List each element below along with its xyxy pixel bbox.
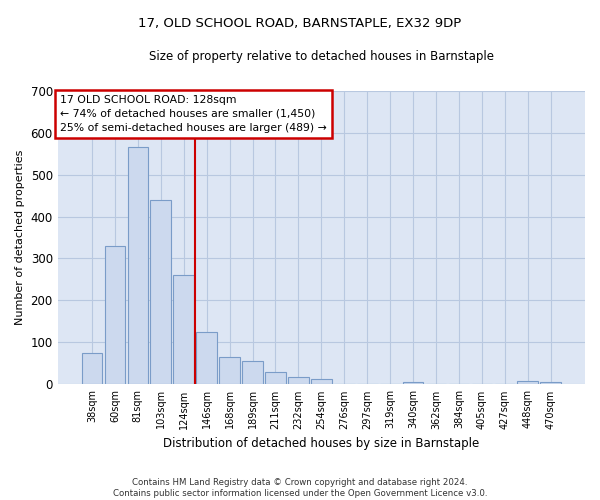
Bar [288, 377, 309, 384]
Title: Size of property relative to detached houses in Barnstaple: Size of property relative to detached ho… [149, 50, 494, 63]
Bar [196, 332, 217, 384]
Bar [403, 382, 424, 384]
Text: 17 OLD SCHOOL ROAD: 128sqm
← 74% of detached houses are smaller (1,450)
25% of s: 17 OLD SCHOOL ROAD: 128sqm ← 74% of deta… [61, 95, 327, 133]
Text: Contains HM Land Registry data © Crown copyright and database right 2024.
Contai: Contains HM Land Registry data © Crown c… [113, 478, 487, 498]
Bar [128, 147, 148, 384]
Bar [151, 200, 171, 384]
Bar [173, 276, 194, 384]
Bar [265, 372, 286, 384]
Bar [219, 357, 240, 384]
Bar [517, 382, 538, 384]
Y-axis label: Number of detached properties: Number of detached properties [15, 150, 25, 325]
Bar [242, 362, 263, 384]
Bar [82, 353, 102, 384]
Text: 17, OLD SCHOOL ROAD, BARNSTAPLE, EX32 9DP: 17, OLD SCHOOL ROAD, BARNSTAPLE, EX32 9D… [139, 18, 461, 30]
Bar [541, 382, 561, 384]
Bar [104, 246, 125, 384]
X-axis label: Distribution of detached houses by size in Barnstaple: Distribution of detached houses by size … [163, 437, 479, 450]
Bar [311, 380, 332, 384]
